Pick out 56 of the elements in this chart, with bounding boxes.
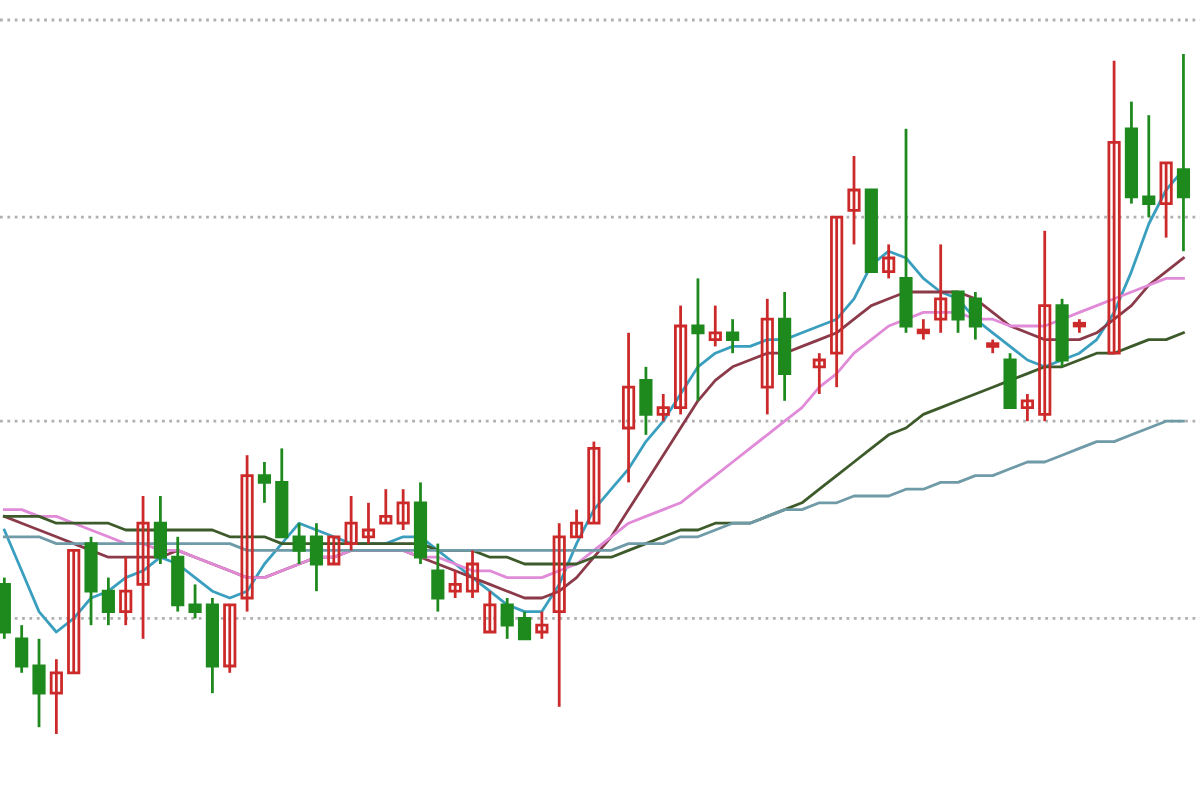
candlestick xyxy=(188,583,202,620)
candlestick xyxy=(656,392,670,423)
candlestick xyxy=(535,610,549,641)
candlestick xyxy=(240,453,254,613)
candlestick xyxy=(726,317,740,355)
candlestick xyxy=(344,494,358,552)
candlestick xyxy=(101,576,115,627)
candlestick xyxy=(15,623,29,675)
candlestick xyxy=(1038,229,1052,423)
candlestick xyxy=(361,501,376,545)
candlestick xyxy=(67,549,81,675)
candlestick xyxy=(465,549,480,600)
candlestick xyxy=(517,610,532,641)
candlestick xyxy=(691,277,705,403)
candlestick xyxy=(587,440,601,525)
candlestick xyxy=(934,243,948,335)
candlestick xyxy=(1107,59,1121,355)
candlestick xyxy=(483,589,497,634)
candlestick xyxy=(882,243,896,280)
candlestick xyxy=(396,487,410,532)
candlestick xyxy=(1003,351,1017,409)
candlestick xyxy=(84,535,98,627)
candlestick xyxy=(431,542,445,613)
candlestick xyxy=(760,297,774,416)
candlestick xyxy=(1020,392,1034,423)
candlestick xyxy=(292,521,306,566)
candlestick xyxy=(119,555,133,627)
candlestick xyxy=(1142,113,1156,219)
candlestick xyxy=(171,535,185,613)
candlestick xyxy=(1176,52,1191,253)
candlestick xyxy=(379,487,393,525)
candlestick xyxy=(136,494,150,641)
candlestick xyxy=(569,508,584,539)
candlestick xyxy=(916,317,930,341)
candlestick xyxy=(847,154,861,246)
candlestick xyxy=(639,365,653,437)
candlestick xyxy=(448,569,462,600)
candlestick xyxy=(951,290,965,335)
candlestick xyxy=(153,494,167,566)
candlestick xyxy=(1159,161,1173,239)
candlestick xyxy=(899,127,913,335)
candlestick xyxy=(257,460,272,505)
candlestick xyxy=(500,596,514,641)
candlestick xyxy=(812,351,826,396)
candlestick xyxy=(49,657,63,736)
candlestick xyxy=(708,304,722,348)
candlestick xyxy=(309,521,324,593)
candlestick xyxy=(32,637,46,729)
candlestick xyxy=(223,603,237,675)
candlestick xyxy=(674,304,688,416)
candlestick xyxy=(0,576,11,641)
candlestick xyxy=(327,535,341,566)
candlestick xyxy=(968,290,982,341)
candlestick xyxy=(621,331,636,484)
candlestick xyxy=(830,215,844,389)
candlestick xyxy=(552,521,566,709)
